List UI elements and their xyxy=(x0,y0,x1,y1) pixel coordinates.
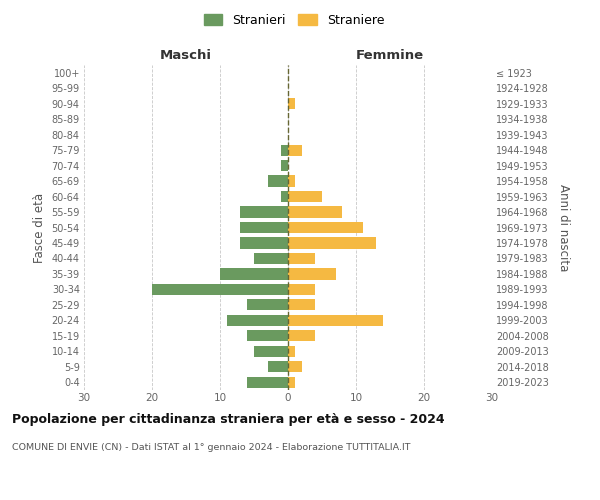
Bar xyxy=(152,284,288,295)
Text: Maschi: Maschi xyxy=(160,49,212,62)
Bar xyxy=(268,176,288,186)
Legend: Stranieri, Straniere: Stranieri, Straniere xyxy=(199,8,389,32)
Bar xyxy=(254,253,288,264)
Bar xyxy=(241,206,288,218)
Bar xyxy=(220,268,288,280)
Text: Popolazione per cittadinanza straniera per età e sesso - 2024: Popolazione per cittadinanza straniera p… xyxy=(12,412,445,426)
Bar xyxy=(288,253,315,264)
Bar xyxy=(288,361,302,372)
Bar xyxy=(288,98,295,110)
Bar xyxy=(288,144,302,156)
Bar xyxy=(281,144,288,156)
Bar xyxy=(247,376,288,388)
Y-axis label: Fasce di età: Fasce di età xyxy=(33,192,46,262)
Bar xyxy=(288,268,335,280)
Bar xyxy=(288,346,295,357)
Bar xyxy=(268,361,288,372)
Bar xyxy=(241,222,288,233)
Bar xyxy=(247,300,288,310)
Bar xyxy=(288,315,383,326)
Bar xyxy=(288,191,322,202)
Bar xyxy=(254,346,288,357)
Bar xyxy=(288,176,295,186)
Bar xyxy=(288,238,376,248)
Bar xyxy=(288,300,315,310)
Bar xyxy=(241,238,288,248)
Y-axis label: Anni di nascita: Anni di nascita xyxy=(557,184,571,271)
Bar xyxy=(288,222,363,233)
Bar xyxy=(288,206,343,218)
Bar xyxy=(288,330,315,342)
Text: Femmine: Femmine xyxy=(356,49,424,62)
Text: COMUNE DI ENVIE (CN) - Dati ISTAT al 1° gennaio 2024 - Elaborazione TUTTITALIA.I: COMUNE DI ENVIE (CN) - Dati ISTAT al 1° … xyxy=(12,442,410,452)
Bar xyxy=(227,315,288,326)
Bar xyxy=(281,160,288,171)
Bar xyxy=(288,284,315,295)
Bar xyxy=(247,330,288,342)
Bar xyxy=(288,376,295,388)
Bar xyxy=(281,191,288,202)
